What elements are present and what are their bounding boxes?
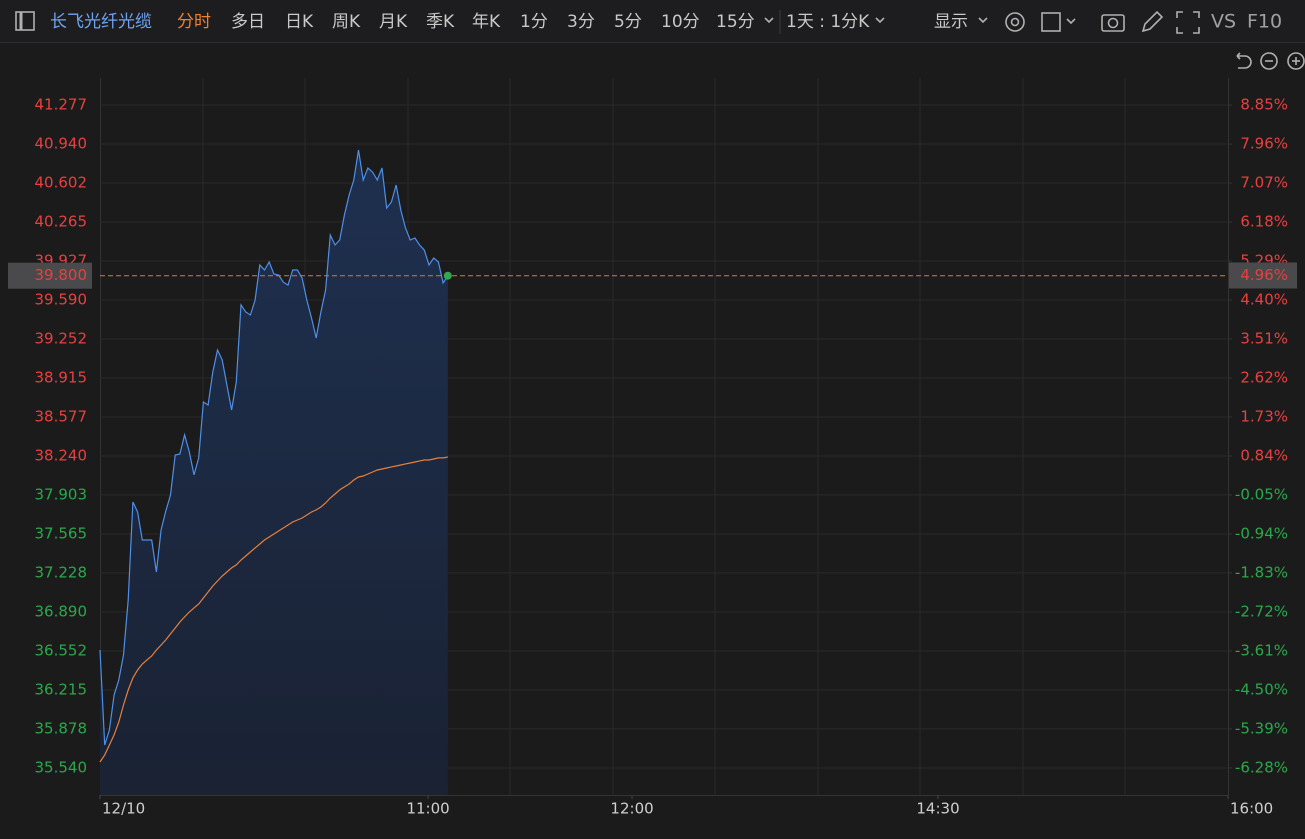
y-tick-label: 38.915 bbox=[35, 368, 88, 386]
y-tick-label: 40.940 bbox=[35, 134, 88, 152]
vs-button[interactable]: VS bbox=[1211, 11, 1236, 33]
tab[interactable]: 3分 bbox=[567, 12, 595, 32]
tab[interactable]: 日K bbox=[285, 12, 314, 32]
x-tick-label: 11:00 bbox=[406, 800, 449, 818]
y2-tick-label: 7.96% bbox=[1240, 135, 1288, 153]
tab[interactable]: 周K bbox=[332, 12, 361, 32]
y-tick-label: 37.228 bbox=[35, 563, 88, 581]
y-tick-label: 35.540 bbox=[35, 758, 88, 776]
tab[interactable]: 年K bbox=[472, 12, 501, 32]
y-tick-label: 36.552 bbox=[35, 642, 88, 660]
y2-tick-label: -5.39% bbox=[1235, 719, 1288, 737]
reset-icon[interactable] bbox=[1236, 52, 1252, 69]
last-price-box bbox=[8, 262, 92, 289]
y2-tick-label: 7.07% bbox=[1240, 174, 1288, 192]
display-menu[interactable]: 显示 bbox=[934, 12, 968, 32]
y2-tick-label: 4.40% bbox=[1240, 291, 1288, 309]
y2-tick-label: -2.72% bbox=[1235, 602, 1288, 620]
chevron[interactable] bbox=[978, 17, 988, 24]
f10-button[interactable]: F10 bbox=[1247, 11, 1282, 33]
y2-tick-label: 6.18% bbox=[1240, 213, 1288, 231]
y2-tick-label: -1.83% bbox=[1235, 563, 1288, 581]
y-tick-label: 40.265 bbox=[35, 212, 88, 230]
tab[interactable]: 月K bbox=[379, 12, 408, 32]
y-tick-label: 41.277 bbox=[35, 96, 88, 114]
y2-tick-label: 3.51% bbox=[1240, 330, 1288, 348]
y2-tick-label: 8.85% bbox=[1240, 96, 1288, 114]
y-tick-label: 40.602 bbox=[35, 174, 88, 192]
zoom-in-icon[interactable] bbox=[1287, 52, 1305, 70]
settings-icon[interactable] bbox=[1005, 12, 1025, 32]
period-select[interactable]: 1天 : 1分K bbox=[786, 12, 870, 32]
tab[interactable]: 1分 bbox=[520, 12, 548, 32]
last-change-label: 4.96% bbox=[1240, 266, 1288, 284]
tab[interactable]: 分时 bbox=[177, 12, 211, 32]
y-tick-label: 37.565 bbox=[35, 524, 88, 542]
tab[interactable]: 多日 bbox=[231, 12, 265, 32]
last-point bbox=[443, 271, 452, 280]
zoom-out-icon[interactable] bbox=[1260, 52, 1278, 70]
price-line bbox=[99, 149, 449, 746]
last-price-label: 39.800 bbox=[35, 266, 88, 284]
price-area bbox=[100, 150, 448, 795]
y2-tick-label: -0.94% bbox=[1235, 524, 1288, 542]
y2-tick-label: -4.50% bbox=[1235, 680, 1288, 698]
x-tick-label: 16:00 bbox=[1230, 800, 1273, 818]
y2-tick-label: -6.28% bbox=[1235, 758, 1288, 776]
x-tick-label: 14:30 bbox=[916, 800, 959, 818]
color-icon[interactable] bbox=[1041, 12, 1061, 32]
last-change-box bbox=[1229, 262, 1297, 289]
y2-tick-label: -0.05% bbox=[1235, 485, 1288, 503]
draw-icon[interactable] bbox=[1141, 10, 1164, 33]
tab[interactable]: 5分 bbox=[614, 12, 642, 32]
sidebar-toggle[interactable] bbox=[15, 11, 35, 31]
stock-name[interactable]: 长飞光纤光缆 bbox=[50, 12, 152, 32]
y-tick-label: 37.903 bbox=[35, 485, 88, 503]
fullscreen-icon[interactable] bbox=[1176, 11, 1200, 34]
y-tick-label: 35.878 bbox=[35, 719, 88, 737]
y-tick-label: 36.890 bbox=[35, 602, 88, 620]
y2-tick-label: 0.84% bbox=[1240, 446, 1288, 464]
y2-tick-label: -3.61% bbox=[1235, 641, 1288, 659]
y2-tick-label: 1.73% bbox=[1240, 408, 1288, 426]
x-tick-label: 12/10 bbox=[102, 800, 145, 818]
y-tick-label: 38.577 bbox=[35, 408, 88, 426]
camera-icon[interactable] bbox=[1101, 14, 1125, 32]
tab[interactable]: 季K bbox=[426, 12, 455, 32]
y2-tick-label: 2.62% bbox=[1240, 369, 1288, 387]
y-tick-label: 39.590 bbox=[35, 290, 88, 308]
y-tick-label: 39.252 bbox=[35, 330, 88, 348]
toolbar bbox=[0, 0, 1305, 42]
chevron[interactable] bbox=[1066, 18, 1076, 25]
chevron[interactable] bbox=[764, 17, 774, 24]
y-tick-label: 38.240 bbox=[35, 446, 88, 464]
y-tick-label: 36.215 bbox=[35, 680, 88, 698]
chevron[interactable] bbox=[875, 17, 885, 24]
x-tick-label: 12:00 bbox=[610, 800, 653, 818]
average-line bbox=[99, 456, 448, 763]
tab[interactable]: 10分 bbox=[661, 12, 700, 32]
tab[interactable]: 15分 bbox=[716, 12, 755, 32]
